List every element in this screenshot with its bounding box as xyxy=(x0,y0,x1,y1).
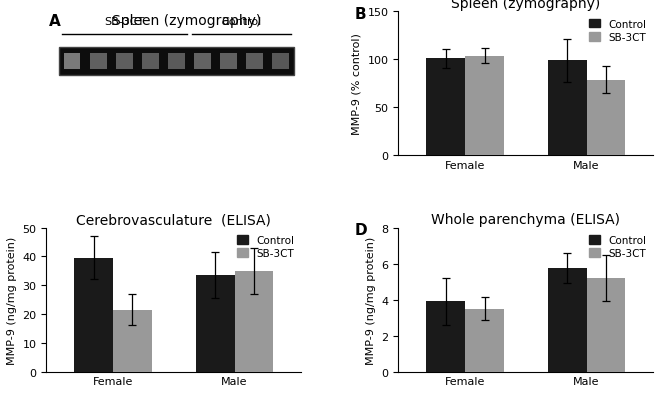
Bar xyxy=(234,271,273,372)
Bar xyxy=(548,268,587,372)
Bar xyxy=(587,278,626,372)
Bar xyxy=(465,57,504,156)
Y-axis label: MMP-9 (% control): MMP-9 (% control) xyxy=(352,33,362,135)
Text: A: A xyxy=(49,14,61,29)
Title: Spleen (zymography): Spleen (zymography) xyxy=(451,0,601,11)
Bar xyxy=(465,309,504,372)
Legend: Control, SB-3CT: Control, SB-3CT xyxy=(587,233,648,261)
Title: Whole parenchyma (ELISA): Whole parenchyma (ELISA) xyxy=(432,213,620,227)
Text: B: B xyxy=(355,7,366,21)
Text: SB-3CT: SB-3CT xyxy=(104,17,145,27)
Bar xyxy=(548,61,587,156)
Legend: Control, SB-3CT: Control, SB-3CT xyxy=(235,233,296,261)
Y-axis label: MMP-9 (ng/mg protein): MMP-9 (ng/mg protein) xyxy=(7,236,16,364)
Bar xyxy=(115,54,133,70)
Bar xyxy=(113,310,152,372)
Bar xyxy=(194,54,211,70)
Bar xyxy=(74,258,113,372)
Legend: Control, SB-3CT: Control, SB-3CT xyxy=(587,18,648,45)
Bar xyxy=(168,54,185,70)
Bar xyxy=(142,54,158,70)
Text: Control: Control xyxy=(221,17,261,27)
Bar xyxy=(426,301,465,372)
Y-axis label: MMP-9 (ng/mg protein): MMP-9 (ng/mg protein) xyxy=(366,236,376,364)
Text: D: D xyxy=(355,222,368,237)
Title: Cerebrovasculature  (ELISA): Cerebrovasculature (ELISA) xyxy=(77,213,271,227)
Text: Spleen (zymography): Spleen (zymography) xyxy=(112,14,261,28)
Bar xyxy=(587,81,626,156)
Bar xyxy=(195,275,234,372)
Bar xyxy=(90,54,106,70)
Bar xyxy=(220,54,237,70)
Bar xyxy=(426,59,465,156)
Bar xyxy=(63,54,81,70)
Bar xyxy=(246,54,263,70)
Bar xyxy=(272,54,289,70)
